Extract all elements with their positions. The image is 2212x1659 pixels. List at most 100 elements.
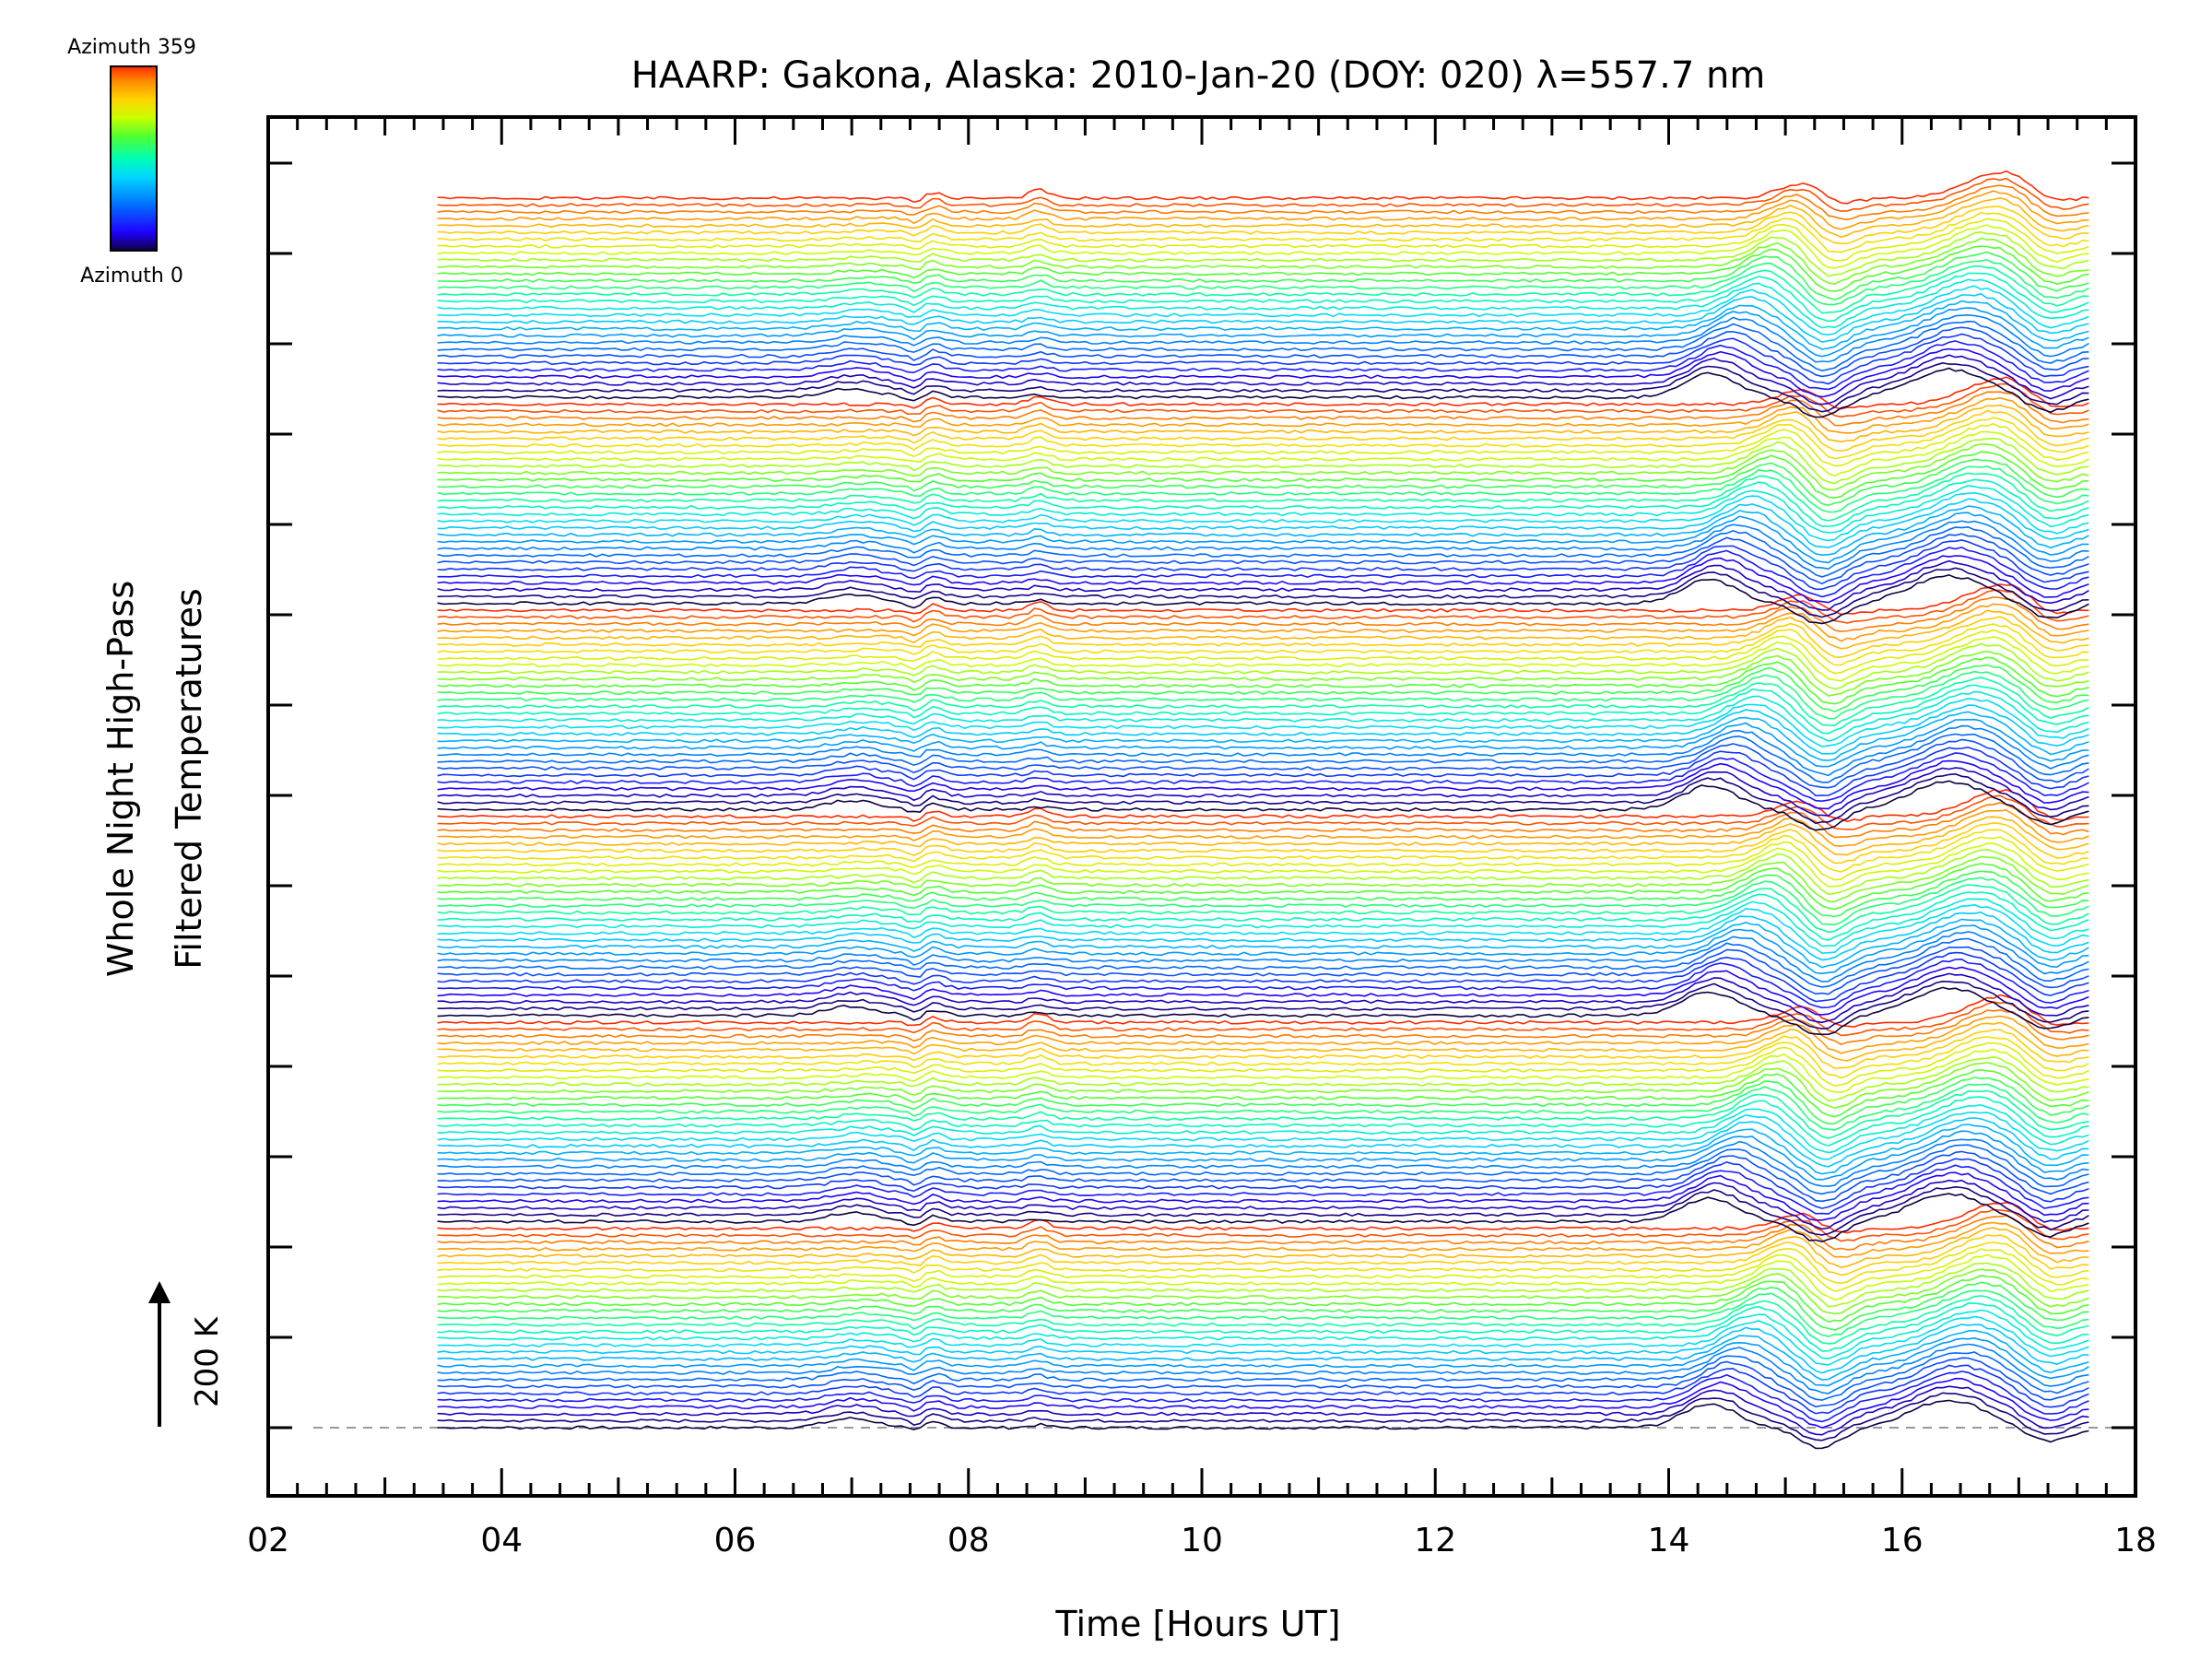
series-line <box>437 772 2089 825</box>
series-line <box>437 629 2089 675</box>
series-line <box>437 972 2089 1024</box>
series-line <box>437 1138 2089 1187</box>
plot-frame <box>266 115 2137 1498</box>
series-line <box>437 1112 2089 1160</box>
x-tick-label: 14 <box>1648 1522 1690 1559</box>
series-line <box>437 1062 2089 1110</box>
y-axis-label-line-2: Filtered Temperatures <box>169 588 209 969</box>
x-tick-label: 16 <box>1881 1522 1924 1559</box>
series-line <box>437 272 2089 323</box>
series-line <box>437 326 2089 378</box>
series-line <box>437 724 2089 777</box>
series-line <box>437 794 2089 830</box>
series-line <box>437 1324 2089 1374</box>
series-line <box>437 609 2089 650</box>
series-line <box>437 1234 2089 1277</box>
series-line <box>437 616 2089 658</box>
series-line <box>437 821 2089 865</box>
series-line <box>437 478 2089 527</box>
series-line <box>437 465 2089 513</box>
series-line <box>437 1253 2089 1301</box>
series-line <box>437 1281 2089 1331</box>
series-line <box>437 245 2089 292</box>
series-line <box>437 836 2089 881</box>
series-line <box>437 206 2089 245</box>
x-tick-labels: 02 04 06 08 10 12 14 16 18 <box>247 1522 2157 1559</box>
series-line <box>437 1042 2089 1088</box>
series-line <box>437 924 2089 975</box>
series-line <box>437 911 2089 961</box>
series-line <box>437 265 2089 314</box>
series-line <box>437 966 2089 1016</box>
series-line <box>437 1158 2089 1209</box>
series-line <box>437 1377 2089 1429</box>
series-line <box>437 259 2089 306</box>
series-line <box>437 855 2089 903</box>
series-line <box>437 642 2089 690</box>
series-line <box>437 224 2089 269</box>
x-tick-label: 10 <box>1181 1522 1223 1559</box>
series-line <box>437 184 2089 221</box>
series-line <box>437 546 2089 598</box>
series-line <box>437 623 2089 666</box>
series-line <box>437 1130 2089 1181</box>
x-axis-label: Time [Hours UT] <box>1054 1604 1340 1644</box>
series-line <box>437 759 2089 810</box>
series-line <box>437 842 2089 888</box>
series-line <box>437 1357 2089 1408</box>
series-line <box>437 1329 2089 1381</box>
series-line <box>437 816 2089 856</box>
series-line <box>437 698 2089 747</box>
series-line <box>437 684 2089 735</box>
series-line <box>437 1029 2089 1069</box>
series-line <box>437 937 2089 988</box>
series-line <box>437 1077 2089 1125</box>
series-line <box>437 451 2089 500</box>
series-line <box>437 767 2089 817</box>
series-line <box>437 512 2089 564</box>
series-line <box>437 1179 2089 1230</box>
series-line <box>437 1008 2089 1046</box>
series-line <box>437 1268 2089 1315</box>
x-tick-label: 12 <box>1414 1522 1456 1559</box>
series-line <box>437 1201 2089 1234</box>
x-ticks <box>266 117 2137 1496</box>
series-line <box>437 539 2089 591</box>
series-line <box>437 417 2089 460</box>
colorbar: Azimuth 359 Azimuth 0 <box>67 36 196 288</box>
series-line <box>437 877 2089 926</box>
series-line <box>437 650 2089 697</box>
x-tick-label: 04 <box>480 1522 523 1559</box>
series-line <box>437 1343 2089 1394</box>
series-line <box>437 884 2089 934</box>
series-line <box>437 848 2089 896</box>
series-line <box>437 946 2089 995</box>
series-line <box>437 870 2089 918</box>
series-line <box>437 382 2089 418</box>
series-line <box>437 520 2089 571</box>
y-axis-label-line-1: Whole Night High-Pass <box>100 581 141 977</box>
series-line <box>437 780 2089 831</box>
series-line <box>437 636 2089 682</box>
series-line <box>437 677 2089 727</box>
series-line <box>437 1248 2089 1292</box>
y-axis-label: Whole Night High-Pass Filtered Temperatu… <box>100 581 209 977</box>
series-line <box>437 1392 2089 1441</box>
series-line <box>437 190 2089 230</box>
series-line <box>437 237 2089 286</box>
series-line <box>437 1371 2089 1423</box>
series-line <box>437 986 2089 1036</box>
series-line <box>437 746 2089 797</box>
series-line <box>437 1302 2089 1352</box>
y-ticks <box>268 161 2136 1430</box>
series-line <box>437 596 2089 633</box>
scale-bar-arrowhead <box>148 1281 171 1303</box>
x-tick-label: 08 <box>947 1522 990 1559</box>
series-line <box>437 1089 2089 1139</box>
series-line <box>437 589 2089 624</box>
series-line <box>437 1399 2089 1450</box>
series-line <box>437 177 2089 212</box>
series-line <box>437 1208 2089 1242</box>
series-line <box>437 1315 2089 1366</box>
